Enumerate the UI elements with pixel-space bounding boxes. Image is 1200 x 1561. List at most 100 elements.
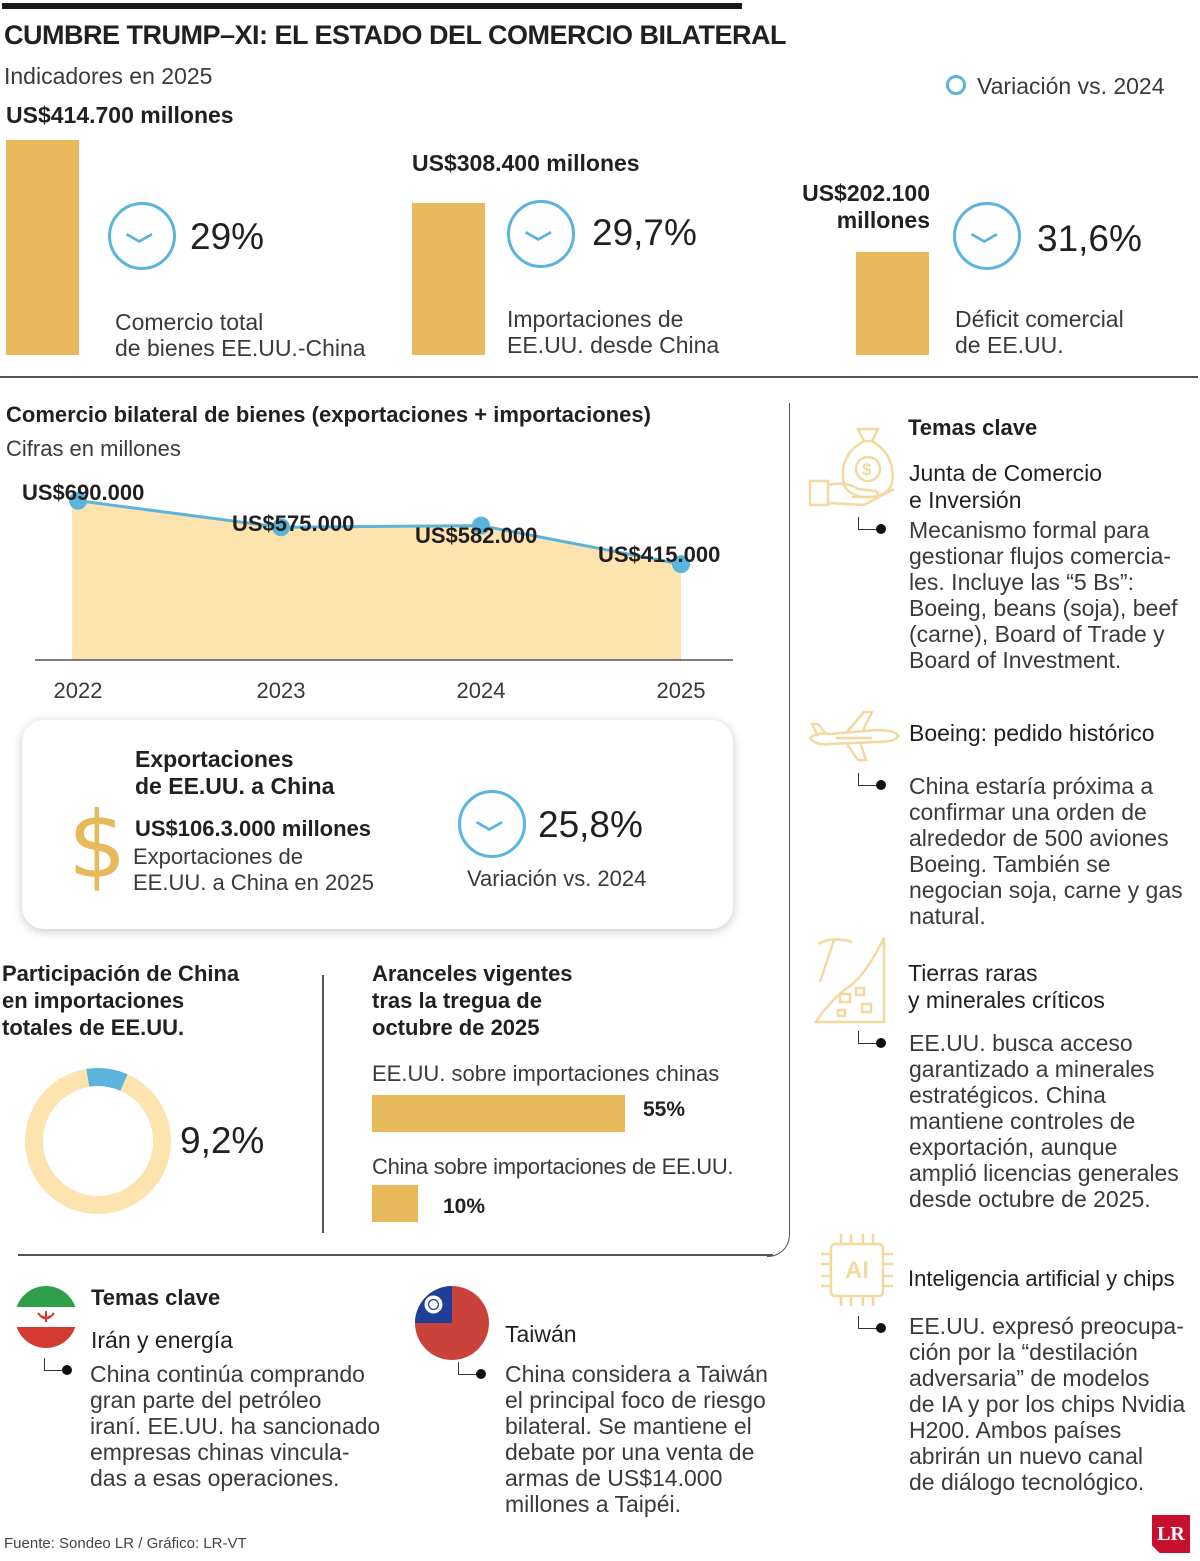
topic-3-body-line: garantizado a minerales — [909, 1056, 1155, 1082]
exports-desc: Exportaciones de EE.UU. a China en 2025 — [133, 844, 374, 896]
trade-point-2024 — [472, 516, 490, 535]
taiwan-body-line: bilateral. Se mantiene el — [505, 1413, 752, 1439]
topic-1-title: Junta de Comercio e Inversión — [909, 460, 1102, 514]
trade-point-2025 — [672, 555, 690, 574]
bottom-topics-heading: Temas clave — [91, 1285, 221, 1310]
page-subtitle: Indicadores en 2025 — [4, 63, 213, 89]
trade-value-label-2022: US$690.000 — [22, 480, 144, 505]
donut-china-slice — [86, 1068, 128, 1091]
topic-4-body-line: de diálogo tecnológico. — [909, 1469, 1145, 1495]
tariffs-title: Aranceles vigentes tras la tregua de oct… — [372, 960, 573, 1041]
indicator-3-label-line1: Déficit comercial — [955, 306, 1124, 332]
trade-value-label-2023: US$575.000 — [232, 511, 354, 536]
topic-3-body: EE.UU. busca acceso garantizado a mineral… — [909, 1030, 1179, 1212]
iran-title: Irán y energía — [91, 1327, 233, 1353]
exports-down-icon — [458, 790, 526, 858]
tariffs-title-line3: octubre de 2025 — [372, 1015, 540, 1040]
topic-1-body-line: Boeing, beans (soja), beef — [909, 595, 1178, 621]
tariff-1-bar — [372, 1095, 625, 1132]
topic-1-body-line: Mecanismo formal para — [909, 517, 1150, 543]
exports-value: US$106.3.000 millones — [135, 816, 372, 841]
share-donut-chart — [25, 1068, 171, 1214]
topic-4-body-line: de IA y por los chips Nvidia — [909, 1391, 1186, 1417]
ai-chip-icon: AI — [821, 1234, 893, 1306]
exports-desc-line1: Exportaciones de — [133, 844, 303, 869]
topic-2-body-line: Boeing. También se — [909, 851, 1111, 877]
indicator-3-value: US$202.100 millones — [780, 180, 930, 234]
taiwan-body: China considera a Taiwán el principal foc… — [505, 1361, 768, 1517]
indicator-1-label-line1: Comercio total — [115, 309, 264, 335]
svg-text:AI: AI — [845, 1257, 869, 1284]
iran-body-line: gran parte del petróleo — [90, 1387, 322, 1413]
legend-label: Variación vs. 2024 — [977, 73, 1165, 99]
topic-4-title: Inteligencia artificial y chips — [908, 1266, 1175, 1291]
tariffs-title-line1: Aranceles vigentes — [372, 961, 573, 986]
topic-4-body-line: ción por la “destilación — [909, 1339, 1138, 1365]
topic-2-title: Boeing: pedido histórico — [909, 720, 1155, 746]
share-title-line3: totales de EE.UU. — [2, 1015, 185, 1040]
topic-1-body-line: (carne), Board of Trade y — [909, 621, 1165, 647]
topic-3-body-line: amplió licencias generales — [909, 1160, 1179, 1186]
tariff-1-value: 55% — [643, 1098, 686, 1121]
x-tick-2025: 2025 — [657, 678, 706, 703]
topic-1-body-line: Board of Investment. — [909, 647, 1122, 673]
indicator-3-down-icon — [953, 202, 1021, 270]
topic-1-title-line2: e Inversión — [909, 487, 1022, 513]
tariff-2-value: 10% — [443, 1195, 486, 1218]
indicator-1-label: Comercio total de bienes EE.UU.-China — [115, 309, 366, 361]
topic-3-body-line: exportación, aunque — [909, 1134, 1118, 1160]
taiwan-title: Taiwán — [505, 1321, 577, 1347]
indicator-2-value: US$308.400 millones — [412, 150, 640, 176]
exports-desc-line2: EE.UU. a China en 2025 — [133, 870, 374, 895]
topic-3-title-line2: y minerales críticos — [908, 987, 1105, 1013]
pickaxe-minerals-icon — [813, 937, 886, 1024]
indicator-1-change: 29% — [190, 216, 265, 257]
middle-divider — [322, 975, 324, 1233]
topic-3-title-line1: Tierras raras — [908, 960, 1038, 986]
trade-point-2022 — [69, 491, 87, 510]
iran-body-line: iraní. EE.UU. ha sancionado — [90, 1413, 381, 1439]
indicator-2-label-line2: EE.UU. desde China — [507, 332, 720, 358]
topic-3-body-line: EE.UU. busca acceso — [909, 1030, 1133, 1056]
share-title-line1: Participación de China — [2, 961, 240, 986]
share-title: Participación de China en importaciones … — [2, 960, 239, 1041]
topic-2-body: China estaría próxima a confirmar una ord… — [909, 773, 1183, 929]
taiwan-body-line: el principal foco de riesgo — [505, 1387, 766, 1413]
taiwan-body-line: armas de US$14.000 — [505, 1465, 723, 1491]
topic-4-body-line: abrirán un nuevo canal — [909, 1443, 1143, 1469]
x-tick-2022: 2022 — [54, 678, 103, 703]
trade-area-fill — [72, 500, 681, 660]
indicator-2-label: Importaciones de EE.UU. desde China — [507, 306, 719, 358]
topic-1-body-line: les. Incluye las “5 Bs”: — [909, 569, 1134, 595]
taiwan-body-line: millones a Taipéi. — [505, 1491, 682, 1517]
trade-value-label-2025: US$415.000 — [598, 542, 720, 567]
topic-3-body-line: mantiene controles de — [909, 1108, 1136, 1134]
tariffs-title-line2: tras la tregua de — [372, 988, 542, 1013]
column-divider — [767, 403, 790, 1257]
topic-4-body: EE.UU. expresó preocupa-ción por la “des… — [909, 1313, 1185, 1495]
iran-body-line: China continúa comprando — [90, 1361, 365, 1387]
topic-1-body-line: gestionar flujos comercia- — [909, 543, 1172, 569]
topic-4-body-line: EE.UU. expresó preocupa- — [909, 1313, 1184, 1339]
taiwan-body-line: debate por una venta de — [505, 1439, 755, 1465]
exports-change-label: Variación vs. 2024 — [467, 866, 647, 891]
right-topics-heading: Temas clave — [908, 415, 1038, 440]
indicator-3-value-line1: US$202.100 — [802, 180, 930, 206]
iran-body-line: empresas chinas vincula- — [90, 1439, 350, 1465]
topic-2-body-line: negocian soja, carne y gas — [909, 877, 1183, 903]
indicator-3-bar — [856, 252, 929, 355]
exports-title: Exportaciones de EE.UU. a China — [135, 746, 334, 800]
trade-chart-subtitle: Cifras en millones — [6, 436, 181, 461]
tariff-1-label: EE.UU. sobre importaciones chinas — [372, 1061, 720, 1086]
indicator-3-change: 31,6% — [1037, 218, 1142, 259]
taiwan-body-line: China considera a Taiwán — [505, 1361, 768, 1387]
exports-card: Exportaciones de EE.UU. a China $ US$106… — [22, 720, 733, 929]
indicator-1-label-line2: de bienes EE.UU.-China — [115, 335, 366, 361]
topic-2-body-line: China estaría próxima a — [909, 773, 1154, 799]
top-rule — [2, 3, 742, 9]
x-tick-2023: 2023 — [257, 678, 306, 703]
indicator-1-bar — [6, 140, 79, 355]
svg-text:$: $ — [862, 460, 872, 479]
x-tick-2024: 2024 — [457, 678, 506, 703]
tariff-2-bar — [372, 1185, 418, 1222]
